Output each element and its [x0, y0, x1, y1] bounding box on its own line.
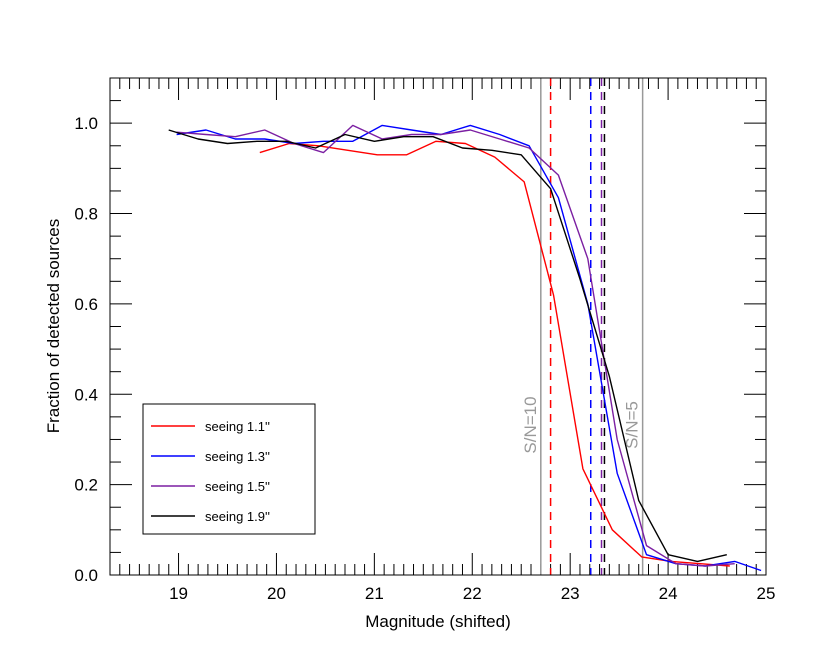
x-tick-label: 24 [659, 584, 678, 603]
x-tick-label: 19 [169, 584, 188, 603]
series-line [176, 124, 735, 567]
sn-limit-label: S/N=10 [521, 396, 540, 453]
legend-label: seeing 1.1'' [205, 419, 270, 434]
legend-label: seeing 1.9'' [205, 509, 270, 524]
x-tick-label: 22 [463, 584, 482, 603]
y-tick-label: 0.6 [74, 295, 98, 314]
y-tick-label: 0.0 [74, 566, 98, 585]
x-tick-label: 20 [267, 584, 286, 603]
series-line [168, 129, 727, 563]
x-tick-label: 25 [757, 584, 776, 603]
series-line [176, 124, 762, 572]
plot-frame [109, 77, 767, 576]
sn-limit-label: S/N=5 [623, 401, 642, 449]
y-tick-label: 1.0 [74, 114, 98, 133]
y-tick-label: 0.2 [74, 476, 98, 495]
series-line [259, 140, 730, 567]
x-tick-label: 21 [365, 584, 384, 603]
y-tick-label: 0.8 [74, 205, 98, 224]
legend-label: seeing 1.5'' [205, 479, 270, 494]
legend: seeing 1.1'' seeing 1.3'' seeing 1.5'' seei… [142, 403, 316, 535]
y-axis-label: Fraction of detected sources [44, 219, 63, 434]
x-axis-label: Magnitude (shifted) [365, 612, 511, 631]
legend-label: seeing 1.3'' [205, 449, 270, 464]
x-tick-label: 23 [561, 584, 580, 603]
y-tick-label: 0.4 [74, 385, 98, 404]
